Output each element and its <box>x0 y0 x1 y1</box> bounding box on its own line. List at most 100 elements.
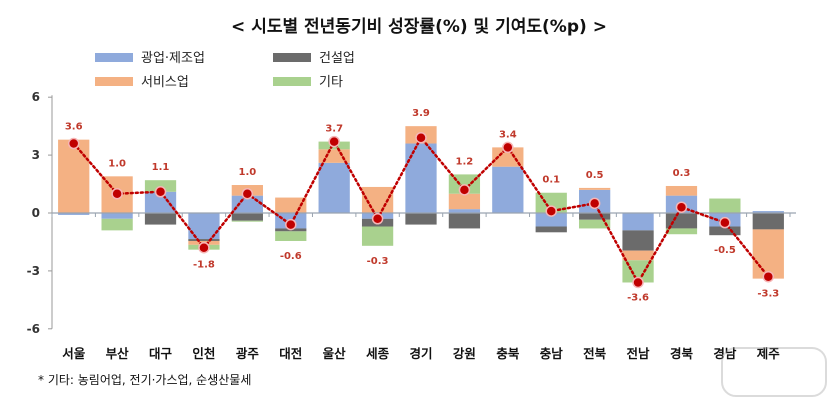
bar-segment <box>144 180 177 192</box>
x-tick-label: 광주 <box>236 346 260 361</box>
bar-segment <box>752 211 784 213</box>
bar-segment <box>665 185 698 196</box>
bar-segment <box>405 143 437 213</box>
data-label: -0.6 <box>280 251 302 262</box>
bar-segment <box>579 187 611 190</box>
growth-point <box>241 187 254 200</box>
bar-segment <box>188 239 220 241</box>
legend-swatch <box>273 77 311 86</box>
legend-swatch <box>95 77 133 86</box>
data-label: 1.0 <box>108 158 126 169</box>
data-label: -3.6 <box>627 292 649 303</box>
legend-label: 건설업 <box>319 51 355 66</box>
bar-segment <box>709 226 741 236</box>
watermark-logo <box>721 347 827 397</box>
data-label: 1.2 <box>456 156 474 167</box>
bar-segment <box>318 149 350 163</box>
x-tick-label: 세종 <box>366 346 390 361</box>
bar-segment <box>579 213 611 220</box>
watermark-frame <box>721 347 827 397</box>
y-tick-label: 3 <box>32 148 40 162</box>
bar-segment <box>144 213 177 225</box>
bar-segment <box>752 213 784 230</box>
x-tick-label: 서울 <box>62 346 86 361</box>
x-tick-label: 대구 <box>149 346 173 361</box>
bar-segment <box>101 218 133 231</box>
y-tick-label: 0 <box>32 206 40 220</box>
bar-segment <box>535 213 567 227</box>
data-label: 3.6 <box>65 122 83 133</box>
x-tick-label: 경북 <box>670 346 694 361</box>
x-tick-label: 부산 <box>106 346 130 361</box>
bar-segment <box>622 250 654 261</box>
bar-segment <box>579 219 611 229</box>
bar-segment <box>318 162 350 213</box>
y-axis: -6 -3 0 3 6 <box>27 90 53 336</box>
growth-point <box>198 241 210 254</box>
data-label: 0.3 <box>673 168 691 179</box>
legend-label: 서비스업 <box>141 75 189 90</box>
growth-point <box>371 213 384 225</box>
data-label: -3.3 <box>757 289 779 300</box>
bar-segment <box>448 213 481 229</box>
x-tick-label: 강원 <box>453 346 476 361</box>
bar-segment <box>58 213 90 215</box>
growth-line: 3.6 1.0 1.1 -1.8 1.0 -0.6 3.7 -0.3 3.9 1.2 3.4 0.1 0… <box>65 108 779 303</box>
growth-point <box>588 197 601 210</box>
x-tick-label: 충남 <box>540 346 564 361</box>
x-tick-label: 전남 <box>627 346 651 361</box>
bar-segment <box>492 147 524 167</box>
legend-swatch <box>95 53 133 62</box>
bar-segment <box>665 228 698 235</box>
x-tick-label: 경남 <box>713 346 737 361</box>
data-label: 1.1 <box>152 162 170 173</box>
y-tick-label: -3 <box>27 264 40 278</box>
bar-segment <box>448 209 481 213</box>
data-label: 0.1 <box>542 175 560 186</box>
growth-point <box>502 141 514 154</box>
bar-segment <box>101 213 133 219</box>
y-tick-label: 6 <box>32 90 40 104</box>
x-tick-label: 제주 <box>757 346 781 361</box>
legend-label: 기타 <box>319 75 343 90</box>
growth-point <box>762 270 775 283</box>
growth-point <box>285 218 297 231</box>
x-tick-label: 전북 <box>583 346 607 361</box>
x-tick-label: 충북 <box>496 346 520 361</box>
bar-segment <box>275 231 307 241</box>
bar-segment <box>448 193 481 210</box>
data-label: 3.9 <box>412 108 430 119</box>
bar-segment <box>622 213 654 231</box>
x-axis-labels: 서울 부산 대구 인천 광주 대전 울산 세종 경기 강원 충북 충남 전북 전남 경북 경남 제주 <box>62 346 780 361</box>
data-label: 3.4 <box>499 129 517 140</box>
bar-segment <box>58 139 90 213</box>
y-tick-label: -6 <box>27 322 40 336</box>
bar-segment <box>361 226 394 246</box>
chart-title: < 시도별 전년동기비 성장률(%) 및 기여도(%p) > <box>231 17 607 37</box>
growth-point <box>675 201 688 213</box>
growth-point <box>458 184 471 196</box>
bar-segment <box>709 198 741 213</box>
growth-point <box>719 216 731 229</box>
bar-segment <box>492 166 524 213</box>
bar-segment <box>622 260 654 283</box>
data-label: -0.3 <box>367 256 389 267</box>
bar-segment <box>231 213 263 221</box>
growth-point <box>632 276 644 289</box>
footnote: * 기타: 농림어업, 전기·가스업, 순생산물세 <box>38 373 251 387</box>
data-label: -1.8 <box>193 260 215 271</box>
legend-label: 광업·제조업 <box>141 51 205 66</box>
x-tick-label: 경기 <box>409 346 432 361</box>
bar-segment <box>144 191 177 213</box>
data-label: 0.5 <box>586 170 604 181</box>
growth-point <box>67 137 80 150</box>
bar-segment <box>665 213 698 229</box>
x-tick-label: 대전 <box>279 346 302 361</box>
x-tick-label: 인천 <box>192 346 215 361</box>
bar-segment <box>752 229 784 279</box>
legend-swatch <box>273 53 311 62</box>
data-label: -0.5 <box>714 245 736 256</box>
growth-point <box>154 186 167 198</box>
growth-point <box>545 205 557 217</box>
